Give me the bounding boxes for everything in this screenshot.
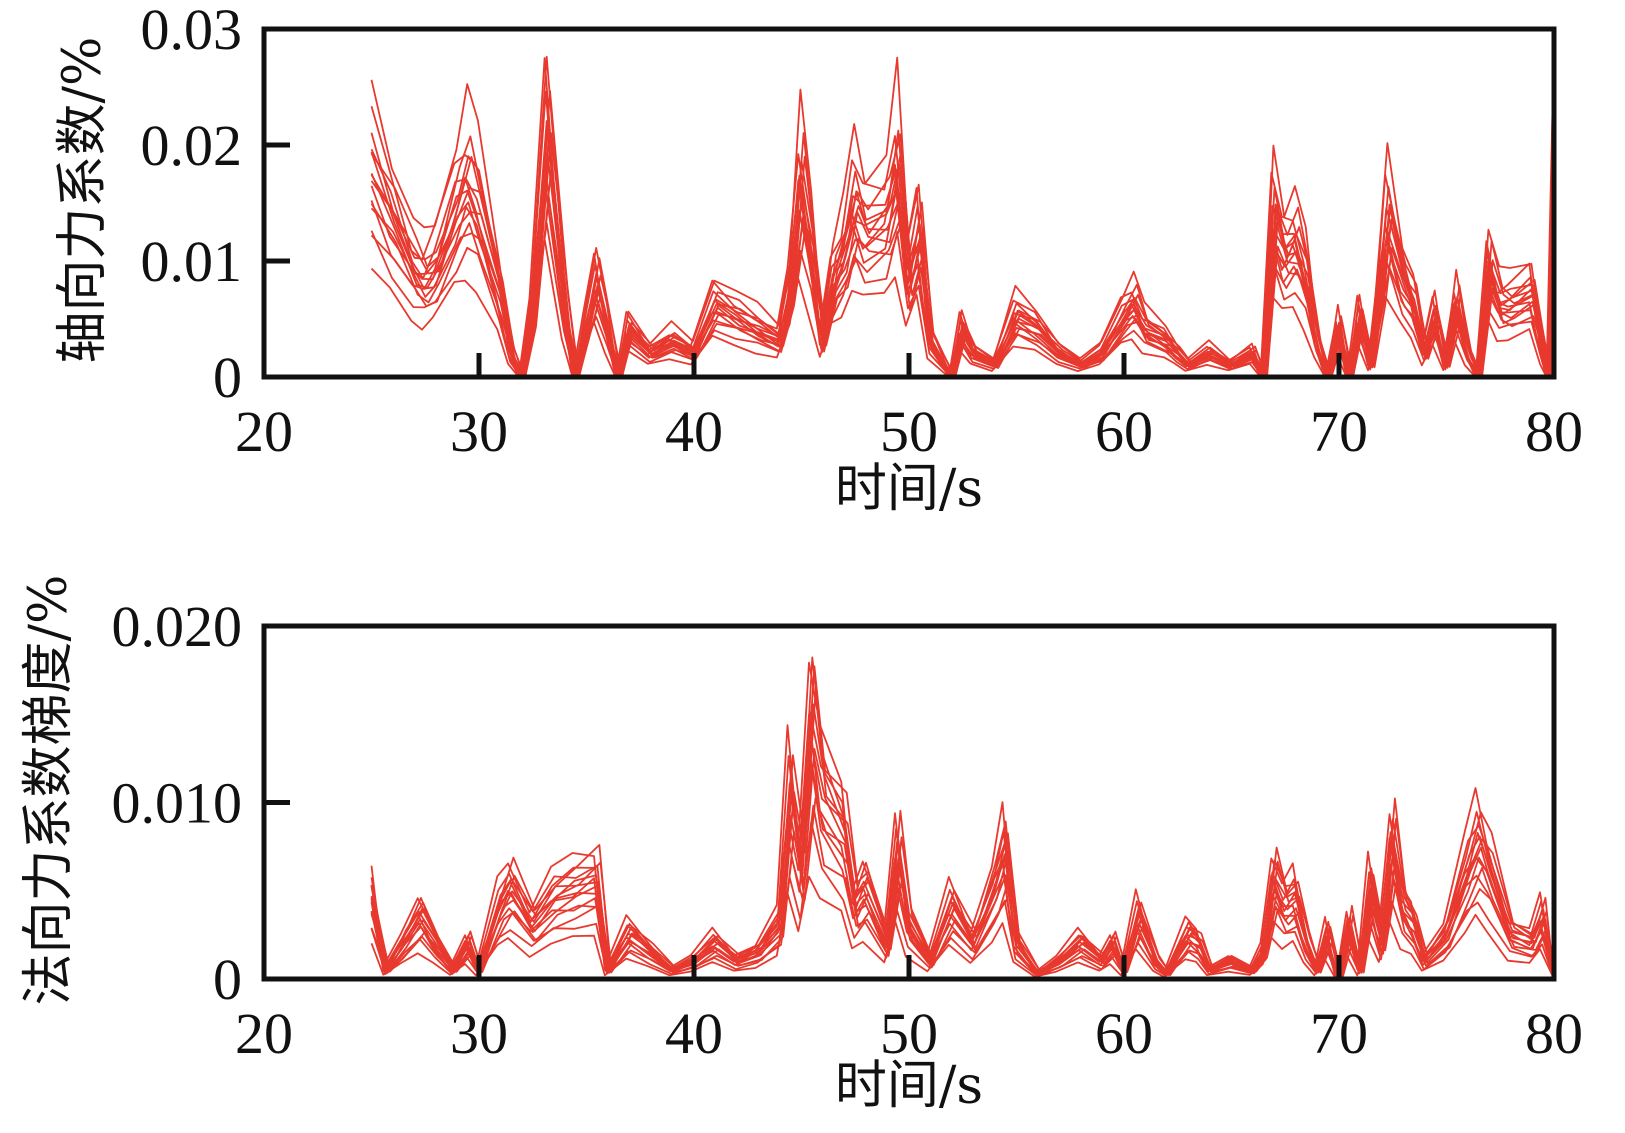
- y-tick-label: 0: [213, 947, 242, 1012]
- x-tick-label: 70: [1310, 1001, 1368, 1066]
- series-line-9: [370, 740, 1554, 979]
- y-tick-label: 0.010: [112, 771, 243, 836]
- x-tick-label: 50: [880, 399, 938, 464]
- x-tick-label: 40: [665, 1001, 723, 1066]
- axial-force-chart: 20 30 40 50 60 70 80 0 0.01 0.02 0.03 时间/s 轴向力系数/%: [53, 0, 1583, 519]
- x-tick-label: 80: [1525, 399, 1583, 464]
- series-line-15: [370, 661, 1554, 979]
- x-tick-label: 80: [1525, 1001, 1583, 1066]
- y-tick-label: 0: [213, 345, 242, 410]
- x-tick-label: 40: [665, 399, 723, 464]
- y-axis-title: 轴向力系数/%: [53, 37, 113, 364]
- series-line-2: [370, 821, 1554, 979]
- normal-force-gradient-chart: 20 30 40 50 60 70 80 0 0.010 0.020 时间/s 法向力系数梯度/%: [19, 575, 1583, 1116]
- series-line-12: [370, 711, 1554, 979]
- x-tick-label: 20: [235, 1001, 293, 1066]
- series-line-13: [370, 656, 1554, 979]
- series-line-14: [370, 665, 1554, 979]
- x-axis-title: 时间/s: [835, 1056, 983, 1116]
- series-group: [370, 656, 1554, 979]
- series-group: [370, 29, 1554, 377]
- series-line-1: [370, 875, 1554, 979]
- y-tick-label: 0.02: [141, 113, 243, 178]
- x-tick-label: 30: [450, 1001, 508, 1066]
- series-line-6: [370, 765, 1554, 979]
- y-axis-title: 法向力系数梯度/%: [19, 575, 79, 1006]
- x-tick-label: 50: [880, 1001, 938, 1066]
- x-tick-label: 20: [235, 399, 293, 464]
- x-tick-label: 70: [1310, 399, 1368, 464]
- y-tick-label: 0.020: [112, 594, 243, 659]
- x-tick-label: 30: [450, 399, 508, 464]
- x-tick-label: 60: [1095, 399, 1153, 464]
- series-line-16: [370, 29, 1554, 377]
- y-tick-label: 0.03: [141, 0, 243, 62]
- x-tick-label: 60: [1095, 1001, 1153, 1066]
- y-tick-label: 0.01: [141, 229, 243, 294]
- x-axis-title: 时间/s: [835, 459, 983, 519]
